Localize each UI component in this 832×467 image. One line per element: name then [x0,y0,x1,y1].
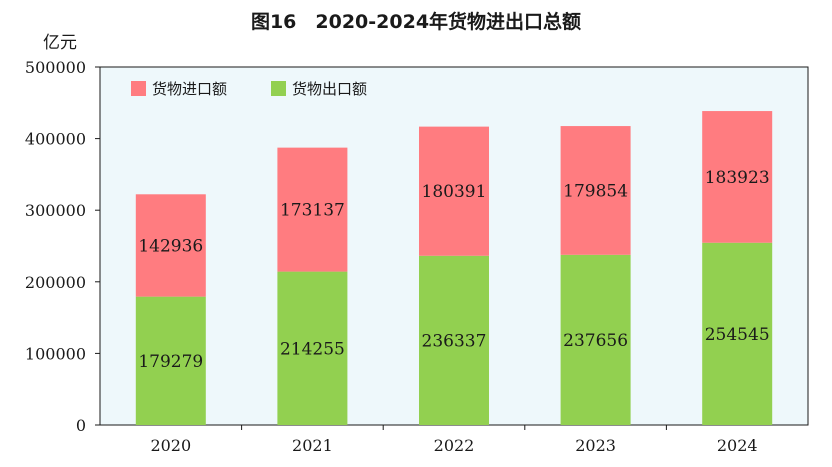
legend-swatch [271,81,286,96]
data-label: 236337 [422,331,487,351]
legend-label: 货物出口额 [292,80,367,98]
y-tick-label: 100000 [25,344,86,363]
y-tick-label: 500000 [25,58,86,77]
data-label: 142936 [138,236,203,256]
legend-label: 货物进口额 [152,80,227,98]
y-tick-label: 400000 [25,130,86,149]
data-label: 173137 [280,201,345,221]
data-label: 179279 [138,352,203,372]
bar-segment [702,242,773,425]
y-tick-label: 300000 [25,201,86,220]
data-label: 180391 [422,182,487,202]
data-label: 179854 [563,181,628,201]
bar-segment [135,296,206,425]
data-label: 183923 [705,168,770,188]
y-axis: 0 100000 200000 300000 400000 500000 [25,58,100,435]
x-tick-label: 2024 [717,436,758,455]
x-tick-label: 2020 [150,436,191,455]
bar-segment [277,271,348,425]
y-tick-label: 0 [76,416,86,435]
data-label: 254545 [705,325,770,345]
y-tick-label: 200000 [25,273,86,292]
data-label: 237656 [563,331,628,351]
bar-segment [135,194,206,297]
bar-segment [419,255,489,425]
y-axis-unit: 亿元 [43,33,77,53]
x-axis: 2020 2021 2022 2023 2024 [150,425,758,455]
bar-segment [560,126,631,255]
legend-swatch [131,81,146,96]
bar-segment [419,126,489,256]
x-tick-label: 2021 [292,436,333,455]
bar-segment [560,254,631,425]
chart-title: 图16 2020-2024年货物进出口总额 [251,10,581,33]
bar-segment [277,147,348,272]
bars: 179279 142936 214255 173137 236337 180391 2376… [135,111,773,425]
x-tick-label: 2022 [434,436,475,455]
legend: 货物进口额 货物出口额 [131,80,367,98]
data-label: 214255 [280,339,345,359]
x-tick-label: 2023 [575,436,616,455]
bar-segment [702,111,773,243]
